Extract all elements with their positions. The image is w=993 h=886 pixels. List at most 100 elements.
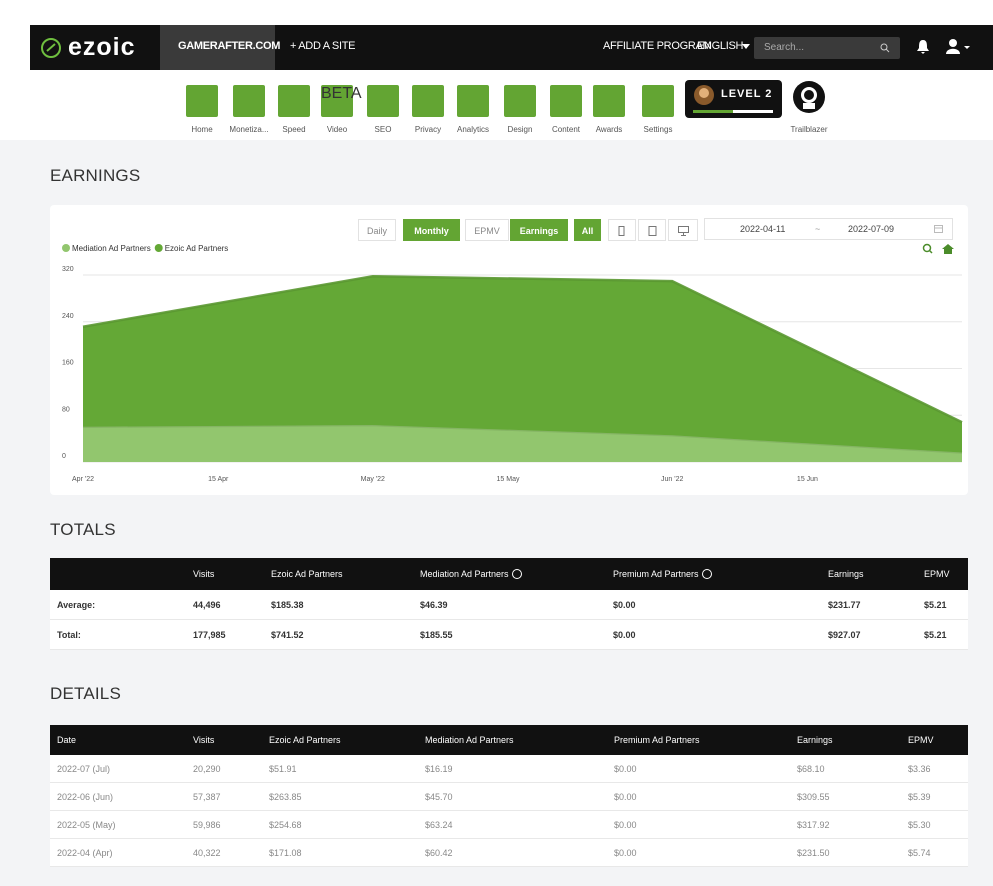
x-tick-label: 15 Apr (208, 476, 229, 483)
desktop-button[interactable] (668, 219, 698, 241)
all-button[interactable]: All (574, 219, 601, 241)
table-row: 2022-04 (Apr) 40,322 $171.08 $60.42 $0.00 $23… (50, 839, 968, 867)
table-cell: $68.10 (797, 764, 825, 774)
language-select[interactable]: ENGLISH (697, 40, 744, 52)
table-cell: $63.24 (425, 820, 453, 830)
table-cell: $309.55 (797, 792, 830, 802)
date-separator: ~ (815, 224, 821, 234)
x-tick-label: 15 Jun (797, 476, 818, 483)
monthly-button[interactable]: Monthly (403, 219, 460, 241)
details-table: Date Visits Ezoic Ad Partners Mediation Ad … (50, 725, 968, 886)
table-row: Total: 177,985 $741.52 $185.55 $0.00 $927.07 $… (50, 620, 968, 650)
y-tick-label: 0 (62, 453, 66, 460)
table-cell: $254.68 (269, 820, 302, 830)
level-box[interactable]: LEVEL 2 (685, 80, 782, 118)
icon-glyph: BETA (321, 85, 362, 102)
daily-button[interactable]: Daily (358, 219, 396, 241)
table-cell: $741.52 (271, 630, 304, 640)
table-cell: 2022-06 (Jun) (57, 792, 114, 802)
toolbar-label: SEO (374, 125, 392, 134)
area-edge (82, 274, 963, 424)
details-heading: DETAILS (50, 684, 121, 703)
search-icon[interactable] (880, 43, 890, 53)
add-site[interactable]: + ADD A SITE (290, 40, 356, 52)
badge-icon[interactable] (792, 80, 826, 114)
toolbar-icon[interactable] (412, 85, 444, 117)
toolbar-icon[interactable] (642, 85, 674, 117)
site-tab[interactable] (160, 25, 275, 70)
toolbar-icon[interactable] (233, 85, 265, 117)
column-header[interactable]: Earnings (797, 735, 833, 745)
toolbar-icon[interactable] (593, 85, 625, 117)
table-cell: 2022-07 (Jul) (57, 764, 111, 774)
scrollbar[interactable] (50, 867, 968, 877)
mobile-button[interactable] (608, 219, 636, 241)
column-header[interactable]: Date (57, 735, 77, 745)
x-tick-label: May '22 (361, 476, 385, 483)
affiliate-link[interactable]: AFFILIATE PROGRAM (603, 40, 712, 52)
legend-swatch (154, 244, 163, 252)
column-header[interactable]: EPMV (908, 735, 934, 745)
toolbar-label: Settings (643, 125, 673, 134)
table-cell: $185.55 (420, 630, 453, 640)
table-cell: $16.19 (425, 764, 453, 774)
toolbar-icon[interactable] (550, 85, 582, 117)
zoom-controls[interactable] (922, 243, 956, 255)
toolbar-icon[interactable] (504, 85, 536, 117)
column-header[interactable]: Visits (193, 735, 215, 745)
toolbar-label: Privacy (414, 125, 442, 134)
toolbar-icon[interactable]: BETA (321, 85, 362, 117)
chart: 0 80 160 240 320 Apr '22 15 Apr May '22 15 May Ju… (62, 244, 963, 483)
y-tick-label: 160 (62, 360, 74, 367)
table-row: 2022-06 (Jun) 57,387 $263.85 $45.70 $0.00 $30… (50, 783, 968, 811)
x-tick-label: Jun '22 (661, 476, 683, 483)
column-header: Ezoic Ad Partners (271, 569, 343, 579)
column-header[interactable]: Ezoic Ad Partners (269, 735, 341, 745)
table-cell: $0.00 (613, 600, 636, 610)
logo-icon (41, 38, 61, 58)
area (83, 425, 962, 462)
column-header[interactable]: Premium Ad Partners (614, 735, 700, 745)
table-cell: $317.92 (797, 820, 830, 830)
date-range[interactable] (704, 218, 953, 240)
toolbar-label: Home (191, 125, 213, 134)
header-area (0, 0, 993, 140)
chart-card: Daily Monthly EPMV Earnings All 2022-04-… (50, 205, 968, 495)
caret (742, 44, 750, 49)
table-cell: 57,387 (193, 792, 221, 802)
legend-label: Ezoic Ad Partners (165, 244, 229, 253)
table-row: Average: 44,496 $185.38 $46.39 $0.00 $231.77 $… (50, 590, 968, 620)
table-cell: $185.38 (271, 600, 304, 610)
column-header[interactable]: Mediation Ad Partners (425, 735, 514, 745)
table-row: 2022-07 (Jul) 20,290 $51.91 $16.19 $0.00 $68.… (50, 755, 968, 783)
legend-label: Mediation Ad Partners (72, 244, 151, 253)
table-cell: 40,322 (193, 848, 221, 858)
table-cell: Average: (57, 600, 96, 610)
calendar-icon[interactable] (934, 224, 944, 234)
epmv-button[interactable]: EPMV (465, 219, 509, 241)
user-icon[interactable] (945, 38, 971, 56)
table-cell: $263.85 (269, 792, 302, 802)
table-cell: 44,496 (193, 600, 221, 610)
table-cell: $927.07 (828, 630, 861, 640)
toolbar-icon[interactable] (457, 85, 489, 117)
scrollbar[interactable] (50, 650, 968, 660)
toolbar-label: Awards (595, 125, 623, 134)
table-row: 2022-05 (May) 59,986 $254.68 $63.24 $0.00 $31… (50, 811, 968, 839)
avatar (694, 85, 714, 105)
search-box[interactable] (754, 37, 900, 59)
tablet-button[interactable] (638, 219, 666, 241)
toolbar-icon[interactable] (367, 85, 399, 117)
table-cell: $60.42 (425, 848, 453, 858)
logo[interactable]: ezoic (68, 33, 136, 61)
column-header: Earnings (828, 569, 864, 579)
site-name[interactable]: GAMERAFTER.COM (178, 40, 281, 52)
toolbar-icon[interactable] (186, 85, 218, 117)
bell-icon[interactable] (916, 39, 930, 55)
legend-swatch (62, 244, 70, 252)
toolbar-icon[interactable] (278, 85, 310, 117)
table-cell: Total: (57, 630, 81, 640)
table-cell: $0.00 (613, 630, 636, 640)
column-header: Premium Ad Partners (613, 569, 712, 579)
earnings-button[interactable]: Earnings (510, 219, 568, 241)
